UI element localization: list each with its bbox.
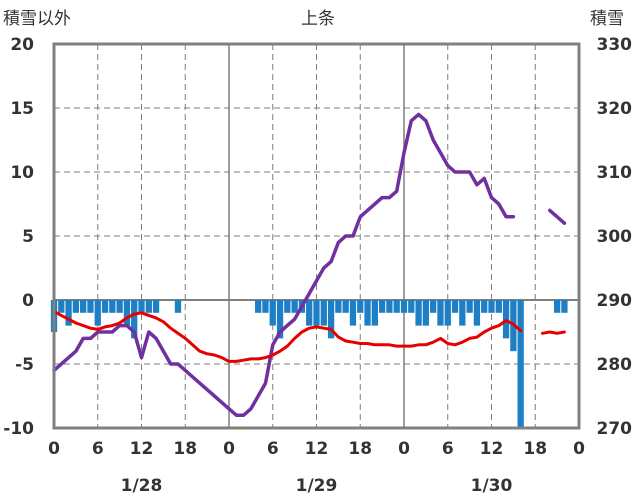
precipitation-bar [357,300,364,313]
precipitation-bar [393,300,400,313]
precipitation-bar [466,300,473,313]
precipitation-bar [284,300,291,313]
precipitation-bar [495,300,502,313]
precipitation-bar [94,300,101,326]
precipitation-bar [145,300,152,313]
precipitation-bar [116,300,123,313]
precipitation-bar [320,300,327,326]
precipitation-bar [561,300,568,313]
precipitation-bar [174,300,182,313]
precipitation-bar [87,300,94,313]
precipitation-bar [444,300,451,326]
left-tick-label: 0 [22,291,34,311]
x-tick-label: 12 [305,439,329,459]
chart-title: 上条 [301,9,335,29]
x-tick-label: 0 [223,439,235,459]
precipitation-bar [371,300,378,326]
snow-depth-line [52,112,516,417]
precipitation-bar [276,300,284,339]
x-tick-label: 6 [267,439,279,459]
plot-frame [52,42,581,430]
precipitation-bar [72,300,80,313]
x-tick-label: 18 [348,439,372,459]
precipitation-bar [342,300,349,313]
x-tick-label: 0 [48,439,60,459]
x-tick-label: 12 [130,439,154,459]
left-tick-label: 10 [10,163,34,183]
right-tick-label: 320 [597,99,633,119]
precipitation-bar [459,300,466,326]
precipitation-bar [131,300,138,339]
precipitation-bar [488,300,495,313]
date-label: 1/29 [296,476,338,496]
series-lines [52,112,567,417]
right-axis-label: 積雪 [590,9,624,29]
right-axis-ticks: 330 320 310 300 290 280 270 [597,35,633,439]
precipitation-bar [291,300,298,313]
precipitation-bar [109,300,116,313]
x-tick-label: 0 [398,439,410,459]
right-tick-label: 310 [597,163,633,183]
precipitation-bar [138,300,145,313]
left-tick-label: -10 [3,419,34,439]
x-tick-label: 6 [92,439,104,459]
date-label: 1/28 [121,476,163,496]
left-tick-label: -5 [15,355,34,375]
snow-depth-line [548,208,567,225]
temperature-line [52,310,523,363]
precipitation-bar [123,300,131,326]
precipitation-bar [80,300,87,313]
precipitation-bar [255,300,262,313]
precipitation-bar [364,300,371,326]
date-labels: 1/28 1/29 1/30 [121,476,513,496]
left-tick-label: 20 [10,35,34,55]
left-axis-label: 積雪以外 [3,9,71,29]
precipitation-bar [269,300,276,326]
precipitation-bar [306,300,313,326]
x-tick-label: 18 [523,439,547,459]
precipitation-bar [422,300,430,326]
x-axis-ticks: 0 6 12 18 0 6 12 18 0 6 12 18 0 [48,439,585,459]
precipitation-bar [451,300,459,313]
left-tick-label: 15 [10,99,34,119]
precipitation-bar [101,300,109,313]
right-tick-label: 280 [597,355,633,375]
precipitation-bar [313,300,320,326]
left-axis-ticks: 20 15 10 5 0 -5 -10 [3,35,34,439]
precipitation-bar [437,300,444,326]
precipitation-bar [481,300,488,313]
right-tick-label: 300 [597,227,633,247]
precipitation-bar [152,300,160,313]
x-tick-label: 18 [173,439,197,459]
precipitation-bar [335,300,342,313]
x-tick-label: 12 [480,439,504,459]
precipitation-bar [408,300,415,313]
precipitation-bar [327,300,335,339]
temperature-line [541,330,566,335]
x-tick-label: 6 [442,439,454,459]
right-tick-label: 270 [597,419,633,439]
precipitation-bar [262,300,269,313]
right-tick-label: 290 [597,291,633,311]
precipitation-bar [473,300,481,326]
precipitation-bar [58,300,65,313]
date-label: 1/30 [471,476,513,496]
x-tick-label: 0 [573,439,585,459]
precipitation-bar [349,300,357,326]
precipitation-bar [415,300,422,326]
precipitation-bar [400,300,408,313]
precipitation-bar [517,300,524,428]
precipitation-bar [386,300,393,313]
precipitation-bar [378,300,386,313]
precipitation-bar [430,300,437,313]
precipitation-bar [65,300,72,326]
right-tick-label: 330 [597,35,633,55]
left-tick-label: 5 [22,227,34,247]
precipitation-bar [553,300,561,313]
